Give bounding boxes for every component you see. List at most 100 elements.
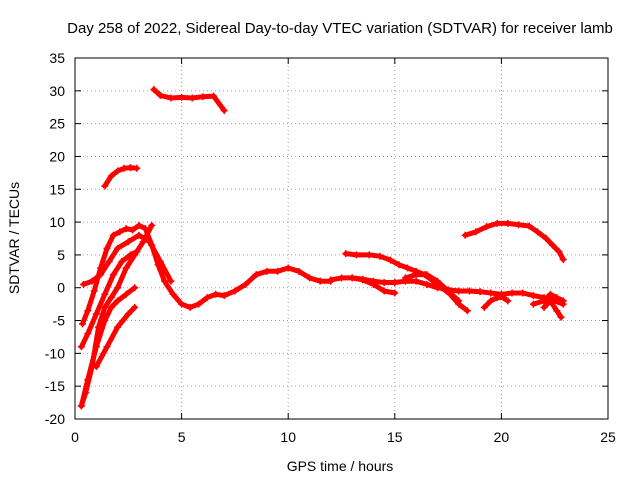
- data-point: [476, 288, 484, 296]
- y-tick-label: 25: [49, 116, 65, 132]
- data-point: [167, 94, 175, 102]
- data-point: [487, 289, 495, 297]
- y-tick-label: 10: [49, 214, 65, 230]
- data-point: [391, 289, 399, 297]
- y-axis-ticks: -20 -15 -10 -5 0 5 10 15 20 25 30 35: [45, 50, 608, 427]
- data-point: [529, 300, 537, 308]
- data-point: [295, 267, 303, 275]
- data-point: [404, 264, 412, 272]
- data-point: [122, 290, 130, 298]
- data-point: [504, 219, 512, 227]
- series-arc-1: [78, 221, 335, 328]
- data-point: [284, 264, 292, 272]
- data-point: [124, 238, 132, 246]
- series-arc-15: [540, 297, 565, 321]
- data-point: [178, 93, 186, 101]
- data-point: [88, 277, 96, 285]
- data-point: [120, 164, 128, 172]
- data-point: [359, 276, 367, 284]
- data-point: [146, 238, 154, 246]
- data-point: [84, 376, 92, 384]
- data-point: [220, 107, 228, 115]
- data-point: [114, 284, 122, 292]
- series-arc-8: [150, 86, 228, 115]
- data-point: [107, 172, 115, 180]
- data-point: [167, 277, 175, 285]
- data-point: [101, 182, 109, 190]
- data-point: [199, 93, 207, 101]
- data-point: [412, 277, 420, 285]
- data-point: [118, 257, 126, 265]
- data-point: [274, 267, 282, 275]
- series-arc-3: [77, 248, 141, 351]
- series-line: [462, 220, 566, 262]
- data-point: [500, 294, 508, 302]
- data-point: [493, 294, 501, 302]
- series-arc-7: [101, 164, 141, 190]
- x-axis-label: GPS time / hours: [287, 458, 394, 474]
- data-point: [188, 94, 196, 102]
- data-point: [109, 231, 117, 239]
- data-point: [109, 271, 117, 279]
- data-point: [135, 221, 143, 229]
- data-point: [455, 297, 463, 305]
- y-tick-label: -20: [45, 411, 65, 427]
- data-point: [542, 235, 550, 242]
- data-point: [84, 330, 92, 338]
- data-point: [101, 317, 109, 325]
- data-point: [316, 277, 324, 285]
- y-tick-label: -15: [45, 378, 65, 394]
- data-point: [212, 290, 220, 298]
- data-point: [129, 226, 137, 234]
- data-point: [105, 257, 113, 265]
- data-point: [103, 343, 111, 351]
- y-tick-label: 15: [49, 181, 65, 197]
- data-point: [122, 225, 130, 233]
- plot-frame: [74, 57, 609, 420]
- data-point: [124, 310, 132, 318]
- data-point: [114, 167, 122, 175]
- data-point: [131, 303, 139, 311]
- data-point: [116, 228, 124, 236]
- data-point: [463, 307, 471, 315]
- data-point: [122, 264, 130, 272]
- series-arc-4: [77, 284, 139, 410]
- series-line: [541, 298, 564, 320]
- data-point: [391, 278, 399, 286]
- data-point: [348, 274, 356, 282]
- data-point: [433, 277, 441, 285]
- data-point: [519, 289, 527, 297]
- data-point: [231, 287, 239, 295]
- y-tick-label: 30: [49, 83, 65, 99]
- series-line: [78, 249, 140, 350]
- series-line: [78, 285, 138, 409]
- x-tick-label: 20: [494, 429, 510, 445]
- grid: [75, 58, 608, 419]
- data-point: [242, 280, 250, 288]
- data-point: [186, 303, 194, 311]
- data-point: [114, 323, 122, 331]
- data-point: [342, 250, 350, 258]
- data-point: [252, 271, 260, 279]
- y-tick-label: 35: [49, 50, 65, 66]
- data-point: [546, 290, 554, 298]
- data-point: [480, 303, 488, 311]
- data-point: [482, 223, 490, 231]
- data-point: [195, 300, 203, 308]
- data-point: [131, 284, 139, 292]
- data-point: [412, 271, 420, 279]
- data-point: [92, 343, 100, 351]
- data-point: [455, 287, 463, 295]
- data-point: [133, 248, 141, 256]
- data-point: [376, 252, 384, 260]
- series-arc-14: [529, 290, 567, 308]
- data-point: [546, 297, 554, 305]
- data-point: [465, 287, 473, 295]
- data-point: [78, 320, 86, 328]
- x-tick-label: 0: [71, 429, 79, 445]
- data-point: [553, 294, 561, 302]
- series-arc-13: [461, 219, 567, 264]
- x-tick-label: 25: [600, 429, 616, 445]
- data-point: [114, 297, 122, 305]
